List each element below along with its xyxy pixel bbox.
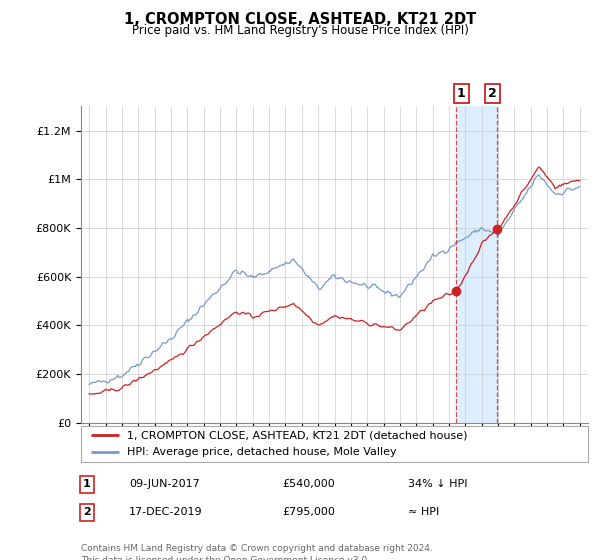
Text: £795,000: £795,000	[282, 507, 335, 517]
Text: 2: 2	[83, 507, 91, 517]
Text: £540,000: £540,000	[282, 479, 335, 489]
Text: 34% ↓ HPI: 34% ↓ HPI	[408, 479, 467, 489]
Text: ≈ HPI: ≈ HPI	[408, 507, 439, 517]
Text: 2: 2	[488, 87, 497, 100]
Text: Contains HM Land Registry data © Crown copyright and database right 2024.
This d: Contains HM Land Registry data © Crown c…	[81, 544, 433, 560]
Text: HPI: Average price, detached house, Mole Valley: HPI: Average price, detached house, Mole…	[127, 447, 396, 457]
Text: 1, CROMPTON CLOSE, ASHTEAD, KT21 2DT: 1, CROMPTON CLOSE, ASHTEAD, KT21 2DT	[124, 12, 476, 27]
Text: 17-DEC-2019: 17-DEC-2019	[129, 507, 203, 517]
Text: Price paid vs. HM Land Registry's House Price Index (HPI): Price paid vs. HM Land Registry's House …	[131, 24, 469, 38]
Text: 1: 1	[83, 479, 91, 489]
Text: 09-JUN-2017: 09-JUN-2017	[129, 479, 200, 489]
FancyBboxPatch shape	[81, 426, 588, 462]
Bar	[456, 106, 497, 423]
Text: 1: 1	[457, 87, 466, 100]
Text: 1, CROMPTON CLOSE, ASHTEAD, KT21 2DT (detached house): 1, CROMPTON CLOSE, ASHTEAD, KT21 2DT (de…	[127, 431, 467, 440]
